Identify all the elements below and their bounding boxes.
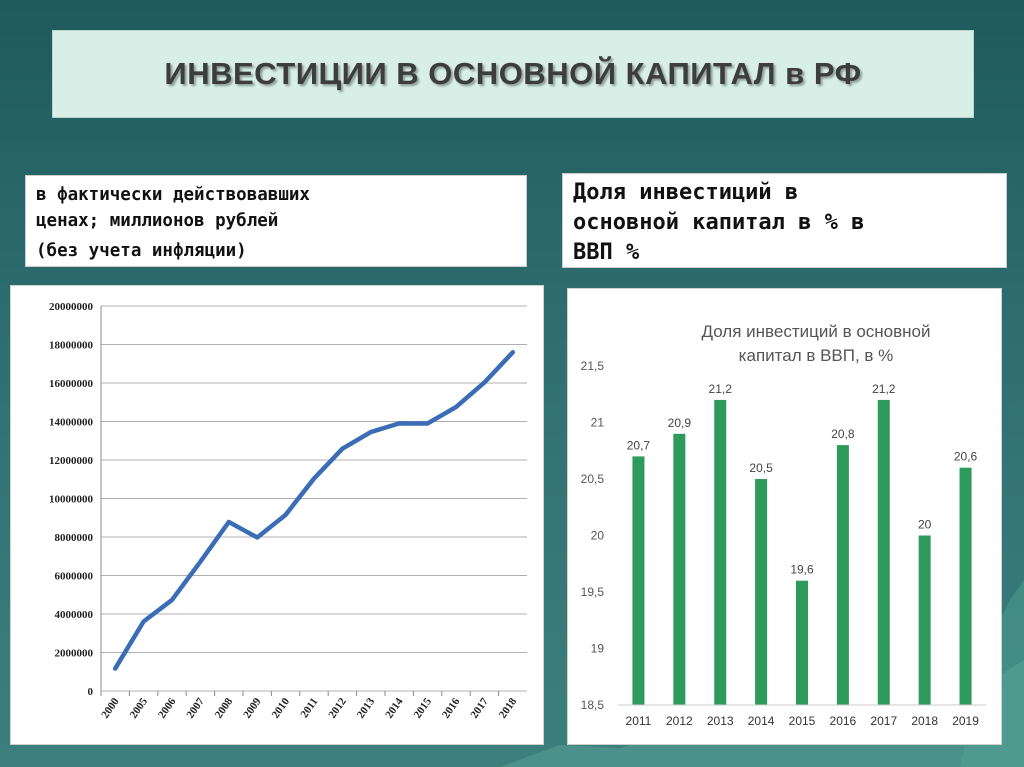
bar xyxy=(959,467,972,705)
x-tick-label: 2000 xyxy=(99,695,122,720)
x-tick-label: 2005 xyxy=(128,695,151,720)
investment-line-chart: 0 2000000 4000000 6000000 8000000 10000000 120… xyxy=(49,301,527,721)
bar xyxy=(796,580,808,705)
x-tick-label: 2018 xyxy=(911,714,938,728)
bar xyxy=(673,433,686,705)
y-tick-label: 18000000 xyxy=(49,340,94,352)
x-tick-label: 2012 xyxy=(666,714,693,728)
page-title: ИНВЕСТИЦИИ В ОСНОВНОЙ КАПИТАЛ в РФ xyxy=(164,56,862,91)
gdp-share-bar-chart-panel: Доля инвестиций в основной капитал в ВВП,… xyxy=(567,288,1002,745)
x-tick-label: 2015 xyxy=(789,714,816,728)
y-tick-label: 0 xyxy=(88,686,94,698)
x-tick-label: 2008 xyxy=(213,695,236,720)
x-tick-label: 2016 xyxy=(440,695,463,720)
data-label: 21,2 xyxy=(872,382,896,396)
x-tick-label: 2013 xyxy=(355,695,378,720)
y-tick-label: 19,5 xyxy=(581,585,605,599)
bar-chart-title-line1: Доля инвестиций в основной xyxy=(702,322,931,341)
x-tick-label: 2019 xyxy=(952,714,979,728)
y-tick-label: 19 xyxy=(591,642,605,656)
x-tick-label: 2006 xyxy=(156,695,179,720)
data-label: 20 xyxy=(918,518,932,532)
right-caption-line3: ВВП % xyxy=(573,240,640,265)
y-tick-label: 20000000 xyxy=(49,301,94,313)
bar-chart-title-line2: капитал в ВВП, в % xyxy=(739,346,894,365)
x-tick-label: 2017 xyxy=(468,695,491,720)
bar xyxy=(918,535,931,705)
x-tick-label: 2014 xyxy=(383,695,406,720)
y-tick-label: 10000000 xyxy=(49,494,94,506)
x-tick-label: 2014 xyxy=(748,714,775,728)
x-tick-label: 2009 xyxy=(241,695,264,720)
y-tick-label: 21 xyxy=(591,416,605,430)
x-tick-label: 2017 xyxy=(870,714,897,728)
title-banner: ИНВЕСТИЦИИ В ОСНОВНОЙ КАПИТАЛ в РФ xyxy=(52,30,974,118)
right-caption-line2: основной капитал в % в xyxy=(573,210,865,235)
bar xyxy=(632,456,645,705)
x-tick-label: 2011 xyxy=(626,714,652,728)
x-tick-label: 2010 xyxy=(270,695,293,720)
y-tick-label: 12000000 xyxy=(49,455,94,467)
data-label: 20,9 xyxy=(668,416,692,430)
x-tick-label: 2007 xyxy=(184,695,207,720)
y-tick-label: 4000000 xyxy=(55,609,94,621)
bar xyxy=(836,445,849,705)
bar xyxy=(877,399,890,705)
x-tick-label: 2012 xyxy=(326,695,349,720)
data-label: 21,2 xyxy=(709,382,733,396)
x-tick-label: 2018 xyxy=(497,695,520,720)
bar xyxy=(714,399,727,705)
x-tick-label: 2016 xyxy=(830,714,857,728)
data-label: 20,8 xyxy=(831,427,855,441)
left-caption-line1b: ценах; миллионов рублей xyxy=(36,211,279,231)
left-caption-line1a: в фактически действовавших xyxy=(36,185,310,205)
x-tick-label: 2015 xyxy=(412,695,435,720)
right-caption-line1: Доля инвестиций в xyxy=(573,180,799,205)
gdp-share-bar-chart: Доля инвестиций в основной капитал в ВВП,… xyxy=(581,322,986,728)
data-label: 19,6 xyxy=(790,563,814,577)
investment-line-chart-panel: 0 2000000 4000000 6000000 8000000 10000000 120… xyxy=(10,285,544,745)
left-caption-line2: (без учета инфляции) xyxy=(36,241,247,261)
y-tick-label: 21,5 xyxy=(581,359,605,373)
data-label: 20,5 xyxy=(749,461,773,475)
bar xyxy=(755,479,768,705)
data-label: 20,6 xyxy=(954,450,978,464)
y-tick-label: 20 xyxy=(591,529,605,543)
y-tick-label: 20,5 xyxy=(581,472,605,486)
data-label: 20,7 xyxy=(627,438,651,452)
y-tick-label: 18,5 xyxy=(581,698,605,712)
right-caption-box: Доля инвестиций в основной капитал в % в… xyxy=(562,173,1007,268)
y-tick-label: 6000000 xyxy=(55,571,94,583)
x-tick-label: 2013 xyxy=(707,714,734,728)
y-tick-label: 8000000 xyxy=(55,532,94,544)
y-tick-label: 14000000 xyxy=(49,417,94,429)
y-tick-label: 16000000 xyxy=(49,378,94,390)
y-tick-label: 2000000 xyxy=(55,648,94,660)
series-line xyxy=(112,350,516,671)
left-caption-box: в фактически действовавших ценах; миллио… xyxy=(25,175,527,267)
x-tick-label: 2011 xyxy=(298,696,320,720)
